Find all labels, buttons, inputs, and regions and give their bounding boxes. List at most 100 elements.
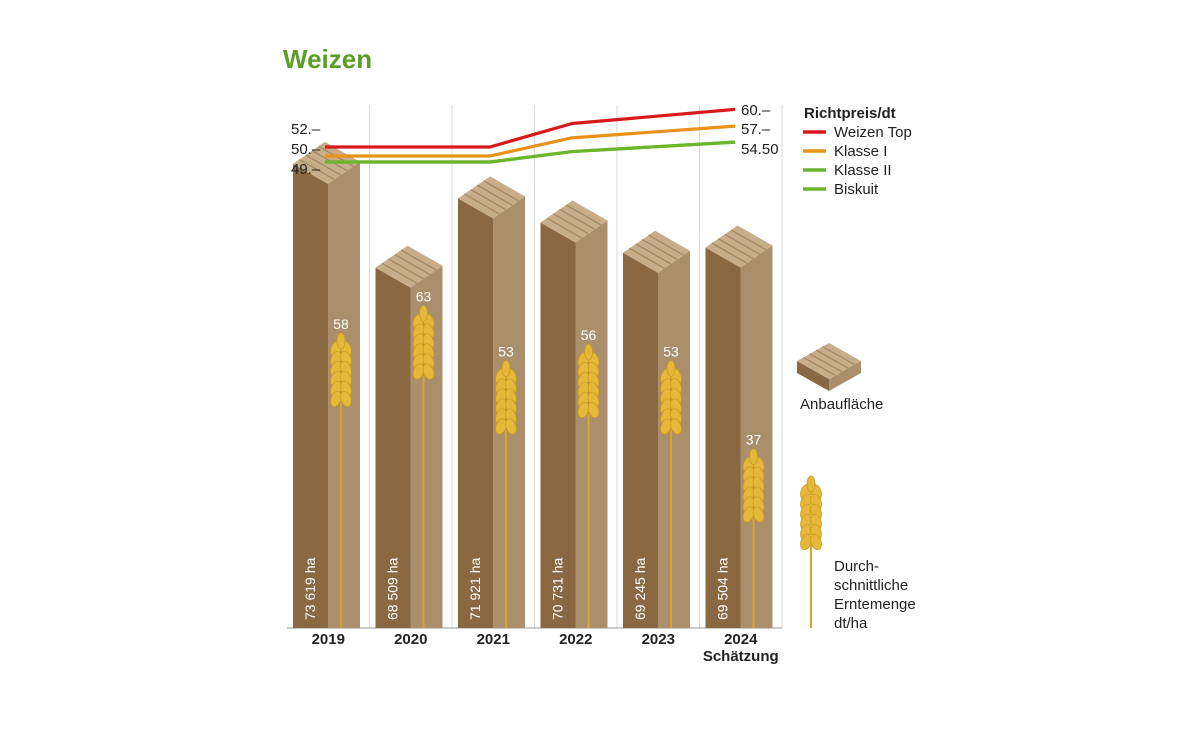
- area-legend: Anbaufläche: [797, 343, 883, 413]
- x-tick-sublabel: Schätzung: [703, 648, 779, 665]
- legend-label: Biskuit: [834, 181, 879, 198]
- yield-label: 56: [581, 327, 597, 343]
- legend-cube-top: [797, 343, 861, 379]
- bar-side-face: [658, 250, 690, 628]
- wheat-ear-2024: [742, 448, 765, 628]
- plank-line: [559, 208, 595, 230]
- x-tick-label: 2019: [312, 631, 345, 648]
- wheat-grain-top: [584, 343, 593, 361]
- bar-front-face: [293, 163, 328, 628]
- bar-front-face: [705, 247, 741, 628]
- price-end-label: 57.–: [741, 121, 771, 138]
- wheat-grain: [587, 401, 600, 419]
- bar-side-face: [740, 245, 773, 628]
- price-start-label: 49.–: [291, 161, 321, 178]
- wheat-ear-2023: [660, 360, 682, 628]
- wheat-ear-2020: [412, 305, 435, 628]
- price-end-label: 54.50: [741, 141, 779, 158]
- wheat-ear-2021: [495, 360, 517, 628]
- plank-line: [648, 234, 684, 256]
- wheat-grain: [800, 533, 812, 551]
- wheat-grain: [340, 390, 352, 408]
- bar-front-face: [623, 252, 658, 628]
- wheat-grain-top: [419, 305, 428, 322]
- bar-top-face: [623, 230, 690, 273]
- yield-legend-label: Durch-: [834, 558, 879, 575]
- yield-label: 58: [333, 316, 349, 332]
- price-start-label: 52.–: [291, 121, 321, 138]
- legend-cube-front: [797, 361, 829, 391]
- wheat-grain: [752, 506, 765, 523]
- plank-line: [483, 180, 519, 202]
- legend-label: Klasse II: [834, 162, 892, 179]
- price-line-klasse-i: [325, 124, 736, 158]
- price-line-weizen-top: [325, 107, 736, 149]
- area-label: 68 509 ha: [385, 558, 401, 620]
- area-label: 71 921 ha: [467, 558, 483, 620]
- price-line-klasse-ii: [325, 140, 736, 164]
- plank-line: [803, 356, 836, 376]
- yield-label: 53: [663, 344, 679, 360]
- x-tick-label: 2020: [394, 631, 427, 648]
- wheat-grain-top: [806, 475, 816, 493]
- bar-2023: 69 245 ha 53 2023: [623, 230, 690, 648]
- wheat-ear-2019: [330, 332, 352, 628]
- wheat-ear-2022: [577, 343, 600, 628]
- bar-2022: 70 731 ha 56 2022: [540, 200, 608, 648]
- wheat-grain: [660, 418, 672, 435]
- plank-line: [476, 184, 513, 206]
- price-start-label: 50.–: [291, 141, 321, 158]
- x-tick-label: 2021: [477, 631, 510, 648]
- bar-top-face: [705, 225, 773, 268]
- wheat-grain-top: [501, 360, 511, 377]
- plank-line: [641, 239, 678, 261]
- wheat-grain: [412, 363, 425, 380]
- plank-line: [629, 247, 665, 269]
- plank-line: [381, 262, 418, 284]
- chart-title: Weizen: [283, 44, 373, 74]
- yield-label: 63: [416, 289, 432, 305]
- plank-line: [400, 249, 437, 271]
- plank-line: [305, 154, 342, 176]
- plank-line: [730, 229, 767, 251]
- wheat-grain-top: [749, 448, 758, 465]
- plank-line: [553, 213, 589, 235]
- wheat-grain: [505, 418, 517, 435]
- plank-line: [388, 258, 424, 280]
- area-label: 73 619 ha: [302, 558, 318, 620]
- wheat-grain: [330, 390, 342, 408]
- legend-cube-side: [829, 361, 861, 391]
- yield-legend-label: Erntemenge: [834, 596, 916, 613]
- yield-legend-label: dt/ha: [834, 615, 868, 632]
- area-label: 69 245 ha: [632, 558, 648, 620]
- yield-label: 37: [746, 432, 762, 448]
- wheat-grain: [495, 418, 507, 435]
- wheat-grain: [422, 363, 435, 380]
- plank-line: [635, 243, 672, 265]
- bar-2020: 68 509 ha 63 2020: [375, 245, 443, 648]
- bar-front-face: [458, 198, 493, 629]
- yield-label: 53: [498, 344, 514, 360]
- yield-legend-label: schnittliche: [834, 577, 908, 594]
- area-label: 70 731 ha: [550, 558, 566, 620]
- bar-top-face: [458, 176, 525, 219]
- bar-2021: 71 921 ha 53 2021: [458, 176, 525, 648]
- price-end-label: 60.–: [741, 102, 771, 119]
- bar-side-face: [575, 220, 608, 628]
- plank-line: [394, 253, 430, 275]
- bar-top-face: [375, 245, 443, 288]
- bar-front-face: [540, 222, 576, 628]
- plank-line: [546, 217, 583, 239]
- plank-line: [822, 346, 855, 366]
- wheat-grain-top: [336, 332, 346, 350]
- plank-line: [464, 193, 500, 215]
- plank-line: [724, 233, 760, 255]
- x-tick-label: 2023: [642, 631, 675, 648]
- legend-label: Klasse I: [834, 143, 887, 160]
- plank-line: [565, 204, 602, 226]
- bar-2019: 73 619 ha 58 2019: [293, 141, 360, 648]
- bar-top-face: [540, 200, 608, 243]
- wheat-grain: [742, 506, 755, 523]
